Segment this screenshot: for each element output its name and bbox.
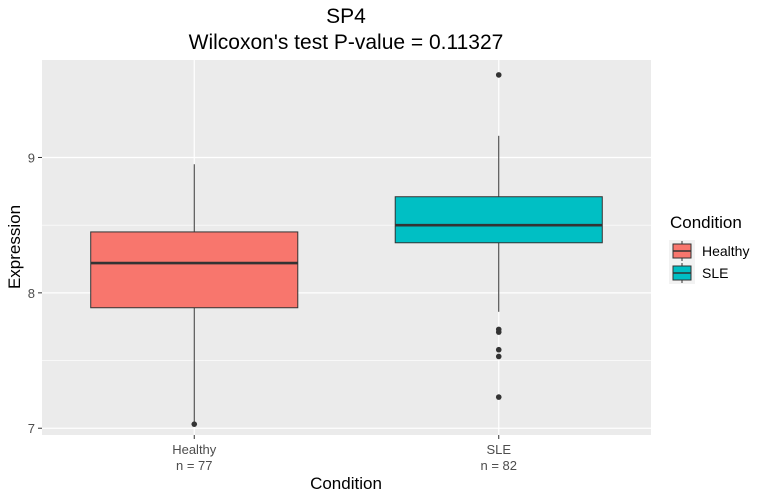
box-iqr [394,196,603,244]
box-layer [90,72,603,427]
chart-subtitle: Wilcoxon's test P-value = 0.11327 [189,31,504,54]
x-axis-title: Condition [310,474,382,493]
box-sle [394,72,603,400]
y-axis-title: Expression [5,205,24,289]
y-axis: 7 8 9 [28,150,42,436]
legend-title: Condition [670,213,742,232]
x-tick-count: n = 82 [480,458,517,473]
outlier-point [495,346,502,353]
y-tick-label: 8 [28,286,35,301]
box-iqr [90,231,299,309]
x-tick-label: Healthy [172,442,217,457]
outlier-point [495,394,502,400]
outlier-point [495,329,502,335]
legend: Condition Healthy SLE [669,213,749,284]
legend-item-healthy: Healthy [669,240,749,262]
y-tick-label: 9 [28,150,35,165]
x-tick-label: SLE [486,442,511,457]
outlier-point [495,353,502,360]
legend-label: SLE [702,265,728,281]
legend-label: Healthy [702,243,749,259]
outlier-point [495,72,502,78]
outlier-point [191,421,198,427]
chart-title: SP4 [326,5,366,28]
y-tick-label: 7 [28,421,35,436]
x-tick-count: n = 77 [176,458,213,473]
legend-item-sle: SLE [669,262,728,284]
box-healthy [90,164,299,427]
